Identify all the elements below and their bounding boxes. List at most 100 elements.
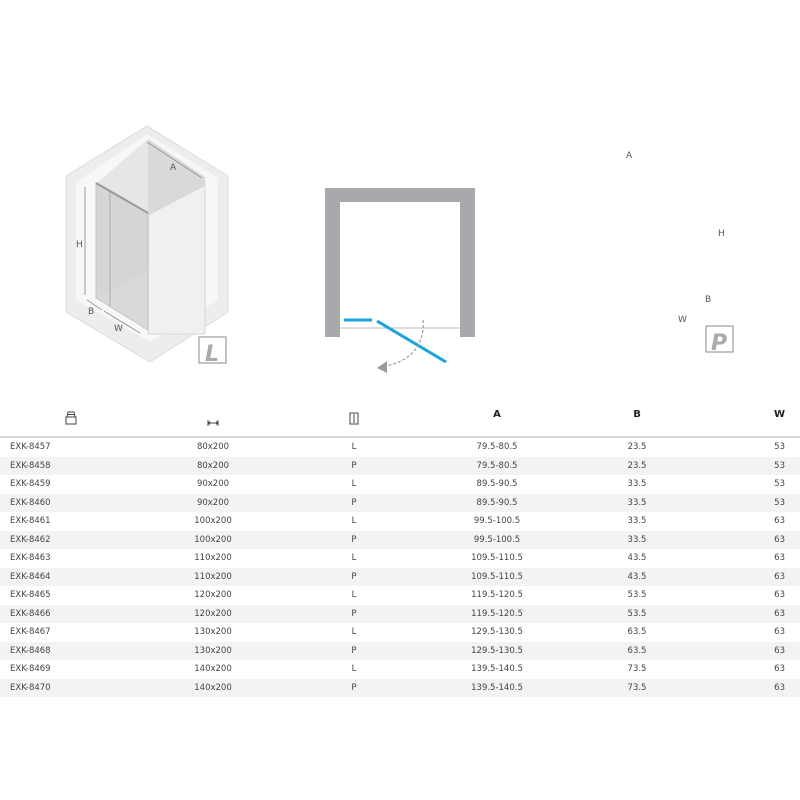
label-b: B <box>88 307 94 317</box>
door-panel <box>376 319 447 364</box>
cell-size: 120x200 <box>194 608 232 619</box>
cell-dim-a: 129.5-130.5 <box>471 645 523 656</box>
cell-dim-b: 33.5 <box>627 497 647 508</box>
cell-product-code: EXK-8460 <box>10 497 51 508</box>
cell-dim-b: 43.5 <box>627 553 647 563</box>
swing-arrow-path <box>384 319 424 367</box>
cell-dim-a: 119.5-120.5 <box>471 590 523 600</box>
table-row: EXK-8465 120x200 L 119.5-120.5 53.5 63 <box>0 586 800 605</box>
top-view-plan <box>325 188 475 373</box>
label-w: W <box>114 324 123 334</box>
label-w: W <box>678 315 687 325</box>
cell-product-code: EXK-8463 <box>10 553 51 563</box>
cell-product-code: EXK-8469 <box>10 664 51 674</box>
cell-product-code: EXK-8459 <box>10 479 51 489</box>
cell-dim-b: 43.5 <box>627 571 647 582</box>
cell-dim-a: 99.5-100.5 <box>473 534 521 545</box>
header-b: B <box>633 409 641 420</box>
cell-dim-w: 63 <box>774 571 785 582</box>
cell-product-code: EXK-8465 <box>10 590 51 600</box>
table-row: EXK-8468 130x200 P 129.5-130.5 63.5 63 <box>0 641 800 660</box>
cell-door-side: P <box>351 497 357 508</box>
cell-size: 130x200 <box>194 645 232 656</box>
cell-product-code: EXK-8458 <box>10 460 51 471</box>
cell-dim-a: 119.5-120.5 <box>471 608 523 619</box>
cell-door-side: P <box>351 682 357 693</box>
cell-product-code: EXK-8468 <box>10 645 51 656</box>
left-badge-label: L <box>205 342 219 367</box>
cell-dim-a: 139.5-140.5 <box>471 664 523 674</box>
cell-product-code: EXK-8461 <box>10 516 51 526</box>
table-header: A B W <box>0 400 800 438</box>
door-side-icon <box>349 408 359 438</box>
cell-product-code: EXK-8462 <box>10 534 51 545</box>
cell-size: 110x200 <box>194 553 232 563</box>
cell-dim-b: 63.5 <box>627 627 647 637</box>
cell-dim-w: 63 <box>774 682 785 693</box>
cell-dim-a: 79.5-80.5 <box>476 442 518 452</box>
cell-dim-w: 63 <box>774 590 785 600</box>
label-a: A <box>626 151 633 161</box>
label-b: B <box>705 295 711 305</box>
cell-dim-a: 109.5-110.5 <box>471 553 523 563</box>
cell-door-side: L <box>351 627 357 637</box>
spec-table: A B W EXK-8457 80x200 L 79.5-80.5 23.5 53 EXK-… <box>0 400 800 697</box>
cell-dim-a: 89.5-90.5 <box>476 497 518 508</box>
cell-size: 80x200 <box>196 442 230 452</box>
cell-dim-b: 33.5 <box>627 479 647 489</box>
table-row: EXK-8457 80x200 L 79.5-80.5 23.5 53 <box>0 438 800 457</box>
cell-size: 130x200 <box>194 627 232 637</box>
cell-dim-a: 99.5-100.5 <box>473 516 521 526</box>
table-row: EXK-8458 80x200 P 79.5-80.5 23.5 53 <box>0 456 800 475</box>
cell-dim-a: 109.5-110.5 <box>471 571 523 582</box>
cell-size: 110x200 <box>194 571 232 582</box>
table-row: EXK-8459 90x200 L 89.5-90.5 33.5 53 <box>0 475 800 494</box>
label-h: H <box>76 240 83 250</box>
table-row: EXK-8469 140x200 L 139.5-140.5 73.5 63 <box>0 660 800 679</box>
cell-dim-b: 33.5 <box>627 516 647 526</box>
cell-dim-a: 139.5-140.5 <box>471 682 523 693</box>
cell-product-code: EXK-8470 <box>10 682 51 693</box>
cell-door-side: L <box>351 553 357 563</box>
cell-dim-a: 79.5-80.5 <box>476 460 518 471</box>
cell-size: 120x200 <box>194 590 232 600</box>
cell-dim-w: 63 <box>774 534 785 545</box>
table-row: EXK-8462 100x200 P 99.5-100.5 33.5 63 <box>0 530 800 549</box>
cell-door-side: P <box>351 608 357 619</box>
cell-door-side: P <box>351 460 357 471</box>
cell-dim-w: 53 <box>774 479 785 489</box>
cell-dim-w: 63 <box>774 553 785 563</box>
cell-dim-b: 73.5 <box>627 664 647 674</box>
cell-door-side: L <box>351 516 357 526</box>
cell-dim-a: 129.5-130.5 <box>471 627 523 637</box>
label-a: A <box>170 163 177 173</box>
cell-size: 140x200 <box>194 664 232 674</box>
cell-dim-b: 23.5 <box>627 442 647 452</box>
cell-dim-b: 73.5 <box>627 682 647 693</box>
table-body: EXK-8457 80x200 L 79.5-80.5 23.5 53 EXK-8458 80… <box>0 438 800 697</box>
table-row: EXK-8470 140x200 P 139.5-140.5 73.5 63 <box>0 678 800 697</box>
size-icon <box>207 410 219 440</box>
cell-dim-a: 89.5-90.5 <box>476 479 518 489</box>
cell-dim-w: 63 <box>774 627 785 637</box>
header-a: A <box>493 409 501 420</box>
cell-dim-b: 33.5 <box>627 534 647 545</box>
cell-door-side: L <box>351 479 357 489</box>
right-cabin-illustration: A H B W P <box>626 151 734 356</box>
cell-door-side: L <box>351 442 357 452</box>
cell-product-code: EXK-8457 <box>10 442 51 452</box>
cell-size: 100x200 <box>194 516 232 526</box>
cell-size: 90x200 <box>196 497 230 508</box>
cell-door-side: L <box>351 664 357 674</box>
cell-dim-b: 63.5 <box>627 645 647 656</box>
cell-dim-b: 53.5 <box>627 590 647 600</box>
cell-product-code: EXK-8464 <box>10 571 51 582</box>
left-cabin-illustration: A H B W L <box>65 125 229 367</box>
cell-size: 140x200 <box>194 682 232 693</box>
cell-door-side: P <box>351 571 357 582</box>
header-w: W <box>773 409 785 420</box>
product-code-icon <box>64 408 78 438</box>
right-badge-label: P <box>711 331 727 356</box>
label-h: H <box>718 229 725 239</box>
wall-outline <box>325 188 475 337</box>
